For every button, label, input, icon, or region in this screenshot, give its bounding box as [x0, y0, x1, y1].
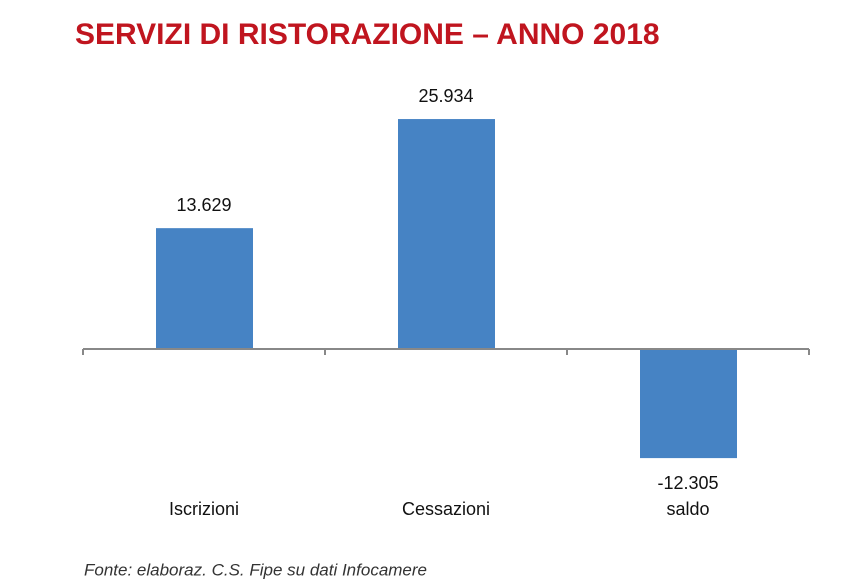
data-label: 25.934: [418, 86, 473, 106]
bar: [640, 349, 737, 459]
data-label: -12.305: [657, 473, 718, 493]
bar: [156, 228, 253, 349]
data-label: 13.629: [176, 195, 231, 215]
bar: [398, 119, 495, 349]
x-tick-label: saldo: [666, 499, 709, 519]
x-tick-label: Cessazioni: [402, 499, 490, 519]
chart-title: SERVIZI DI RISTORAZIONE – ANNO 2018: [75, 18, 660, 51]
x-tick-label: Iscrizioni: [169, 499, 239, 519]
source-note: Fonte: elaboraz. C.S. Fipe su dati Infoc…: [84, 560, 427, 579]
